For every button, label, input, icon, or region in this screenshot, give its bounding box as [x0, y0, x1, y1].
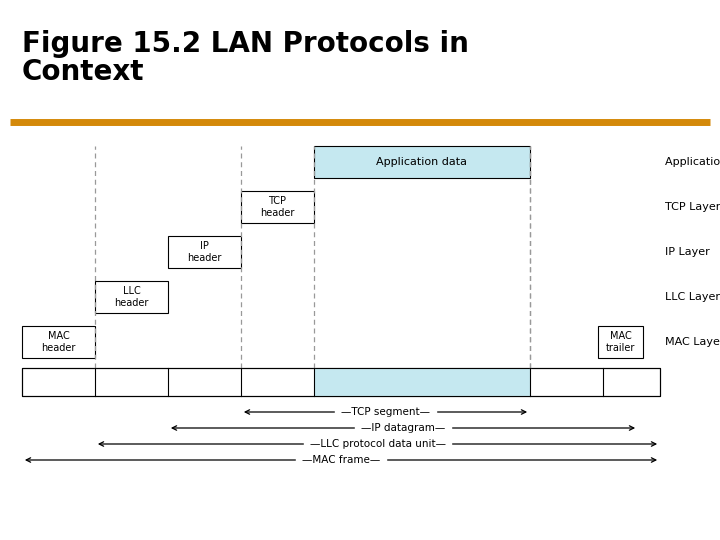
Text: Context: Context — [22, 58, 145, 86]
Text: MAC
header: MAC header — [41, 331, 76, 353]
Text: TCP
header: TCP header — [261, 196, 294, 218]
Text: MAC
trailer: MAC trailer — [606, 331, 635, 353]
Text: —TCP segment—: —TCP segment— — [341, 407, 430, 417]
Bar — [314, 368, 530, 396]
Bar — [22, 326, 95, 358]
Bar — [95, 281, 168, 313]
Text: LLC Layer: LLC Layer — [665, 292, 720, 302]
Text: IP Layer: IP Layer — [665, 247, 710, 257]
Text: TCP Layer: TCP Layer — [665, 202, 720, 212]
Text: Figure 15.2 LAN Protocols in: Figure 15.2 LAN Protocols in — [22, 30, 469, 58]
Bar — [168, 236, 241, 268]
Text: —MAC frame—: —MAC frame— — [302, 455, 380, 465]
Text: MAC Layer: MAC Layer — [665, 337, 720, 347]
Text: Application data: Application data — [377, 157, 467, 167]
Text: —IP datagram—: —IP datagram— — [361, 423, 445, 433]
Text: Application Layer: Application Layer — [665, 157, 720, 167]
Text: —LLC protocol data unit—: —LLC protocol data unit— — [310, 439, 446, 449]
Bar — [314, 146, 530, 178]
Bar — [598, 326, 643, 358]
Bar — [22, 368, 660, 396]
Bar — [22, 368, 660, 396]
Bar — [241, 191, 314, 223]
Text: IP
header: IP header — [187, 241, 222, 263]
Text: LLC
header: LLC header — [114, 286, 149, 308]
